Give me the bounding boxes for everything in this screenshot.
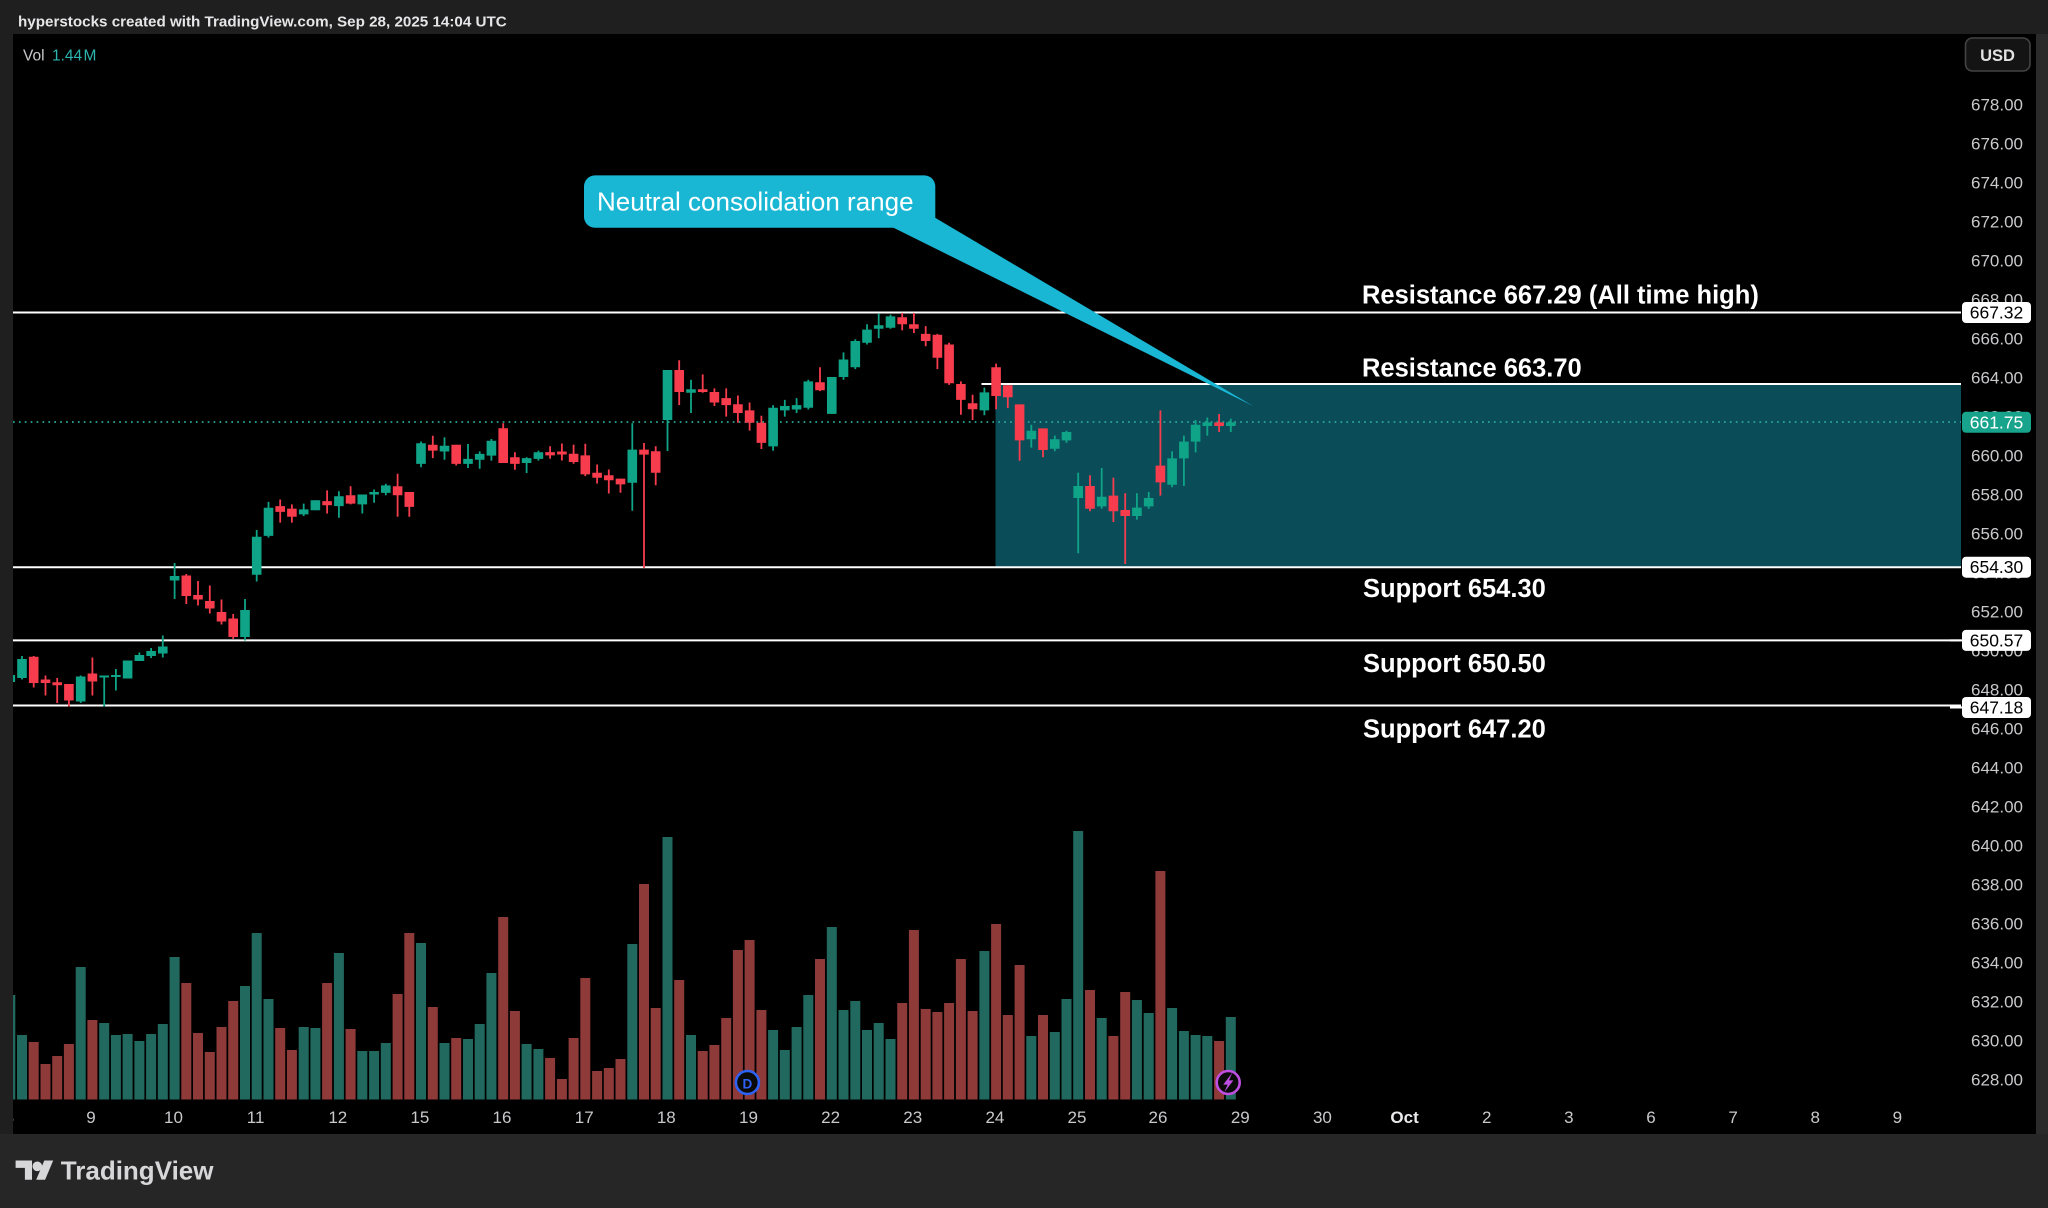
- svg-text:3: 3: [1564, 1108, 1573, 1127]
- svg-text:648.00: 648.00: [1971, 681, 2023, 700]
- svg-text:22: 22: [821, 1108, 840, 1127]
- svg-text:654.30: 654.30: [1970, 557, 2024, 577]
- svg-text:7: 7: [1728, 1108, 1737, 1127]
- svg-text:12: 12: [328, 1108, 347, 1127]
- svg-text:1.44 M: 1.44 M: [52, 48, 96, 65]
- svg-text:666.00: 666.00: [1971, 330, 2023, 349]
- svg-text:634.00: 634.00: [1971, 954, 2023, 973]
- svg-text:23: 23: [903, 1108, 922, 1127]
- svg-text:16: 16: [493, 1108, 512, 1127]
- svg-text:26: 26: [1149, 1108, 1168, 1127]
- svg-text:24: 24: [985, 1108, 1004, 1127]
- svg-text:660.00: 660.00: [1971, 447, 2023, 466]
- svg-text:647.18: 647.18: [1970, 698, 2024, 718]
- svg-text:hyperstocks created with Tradi: hyperstocks created with TradingView.com…: [18, 14, 507, 31]
- svg-text:656.00: 656.00: [1971, 525, 2023, 544]
- svg-text:19: 19: [739, 1108, 758, 1127]
- svg-text:Support 650.50: Support 650.50: [1363, 650, 1546, 678]
- svg-text:638.00: 638.00: [1971, 876, 2023, 895]
- svg-text:676.00: 676.00: [1971, 135, 2023, 154]
- svg-text:Resistance 663.70: Resistance 663.70: [1362, 355, 1582, 383]
- svg-text:630.00: 630.00: [1971, 1032, 2023, 1051]
- svg-text:2: 2: [1482, 1108, 1491, 1127]
- svg-text:Neutral consolidation range: Neutral consolidation range: [597, 187, 914, 217]
- svg-text:Support 647.20: Support 647.20: [1363, 716, 1546, 744]
- svg-text:9: 9: [1893, 1108, 1902, 1127]
- svg-text:25: 25: [1068, 1108, 1087, 1127]
- svg-text:Resistance 667.29 (All time hi: Resistance 667.29 (All time high): [1362, 282, 1759, 310]
- svg-text:632.00: 632.00: [1971, 993, 2023, 1012]
- svg-text:674.00: 674.00: [1971, 174, 2023, 193]
- svg-text:650.57: 650.57: [1970, 630, 2024, 650]
- svg-text:10: 10: [164, 1108, 183, 1127]
- svg-text:652.00: 652.00: [1971, 603, 2023, 622]
- svg-text:646.00: 646.00: [1971, 720, 2023, 739]
- svg-text:15: 15: [410, 1108, 429, 1127]
- svg-text:658.00: 658.00: [1971, 486, 2023, 505]
- svg-text:667.32: 667.32: [1970, 303, 2024, 323]
- svg-text:661.75: 661.75: [1970, 412, 2024, 432]
- svg-text:18: 18: [657, 1108, 676, 1127]
- svg-text:TradingView: TradingView: [61, 1156, 214, 1186]
- svg-text:17: 17: [575, 1108, 594, 1127]
- svg-text:670.00: 670.00: [1971, 252, 2023, 271]
- svg-text:Vol: Vol: [23, 48, 45, 65]
- svg-text:678.00: 678.00: [1971, 96, 2023, 115]
- svg-text:Oct: Oct: [1390, 1108, 1419, 1127]
- svg-text:636.00: 636.00: [1971, 915, 2023, 934]
- svg-text:9: 9: [86, 1108, 95, 1127]
- svg-text:672.00: 672.00: [1971, 213, 2023, 232]
- svg-text:644.00: 644.00: [1971, 759, 2023, 778]
- svg-text:30: 30: [1313, 1108, 1332, 1127]
- svg-text:6: 6: [1646, 1108, 1655, 1127]
- svg-text:642.00: 642.00: [1971, 798, 2023, 817]
- svg-text:Support 654.30: Support 654.30: [1363, 575, 1546, 603]
- svg-text:29: 29: [1231, 1108, 1250, 1127]
- svg-text:640.00: 640.00: [1971, 837, 2023, 856]
- svg-text:11: 11: [247, 1108, 265, 1127]
- svg-text:628.00: 628.00: [1971, 1071, 2023, 1090]
- svg-text:USD: USD: [1980, 47, 2015, 65]
- svg-text:8: 8: [1810, 1108, 1819, 1127]
- svg-text:D: D: [743, 1077, 753, 1092]
- svg-text:664.00: 664.00: [1971, 369, 2023, 388]
